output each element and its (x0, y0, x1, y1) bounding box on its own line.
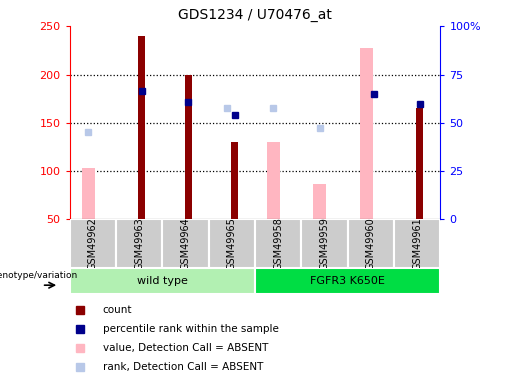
Bar (70, 268, 255, 294)
Text: GSM49958: GSM49958 (273, 217, 283, 270)
Text: GSM49960: GSM49960 (366, 217, 376, 270)
Bar (255, 268, 440, 294)
Text: value, Detection Call = ABSENT: value, Detection Call = ABSENT (103, 343, 268, 353)
Text: GSM49959: GSM49959 (319, 217, 330, 270)
Bar (81, 168, 95, 219)
Bar (162, 219, 209, 268)
Bar (209, 219, 255, 268)
Bar (185, 75, 192, 219)
Text: GSM49964: GSM49964 (180, 217, 191, 270)
Bar (417, 108, 423, 219)
Text: GSM49962: GSM49962 (88, 217, 98, 270)
Text: wild type: wild type (137, 276, 187, 286)
Text: genotype/variation: genotype/variation (0, 271, 78, 280)
Bar (348, 219, 394, 268)
Text: GSM49961: GSM49961 (412, 217, 422, 270)
Bar (255, 219, 301, 268)
Text: rank, Detection Call = ABSENT: rank, Detection Call = ABSENT (103, 362, 263, 372)
Bar (116, 219, 162, 268)
Text: count: count (103, 305, 132, 315)
Bar (313, 184, 327, 219)
Bar (70, 219, 116, 268)
Text: GSM49963: GSM49963 (134, 217, 144, 270)
Bar (231, 142, 238, 219)
Bar (301, 219, 348, 268)
Text: percentile rank within the sample: percentile rank within the sample (103, 324, 279, 334)
Bar (139, 36, 145, 219)
Bar (267, 142, 280, 219)
Title: GDS1234 / U70476_at: GDS1234 / U70476_at (178, 9, 332, 22)
Bar (359, 48, 373, 219)
Text: GSM49965: GSM49965 (227, 217, 237, 270)
Text: FGFR3 K650E: FGFR3 K650E (310, 276, 385, 286)
Bar (394, 219, 440, 268)
